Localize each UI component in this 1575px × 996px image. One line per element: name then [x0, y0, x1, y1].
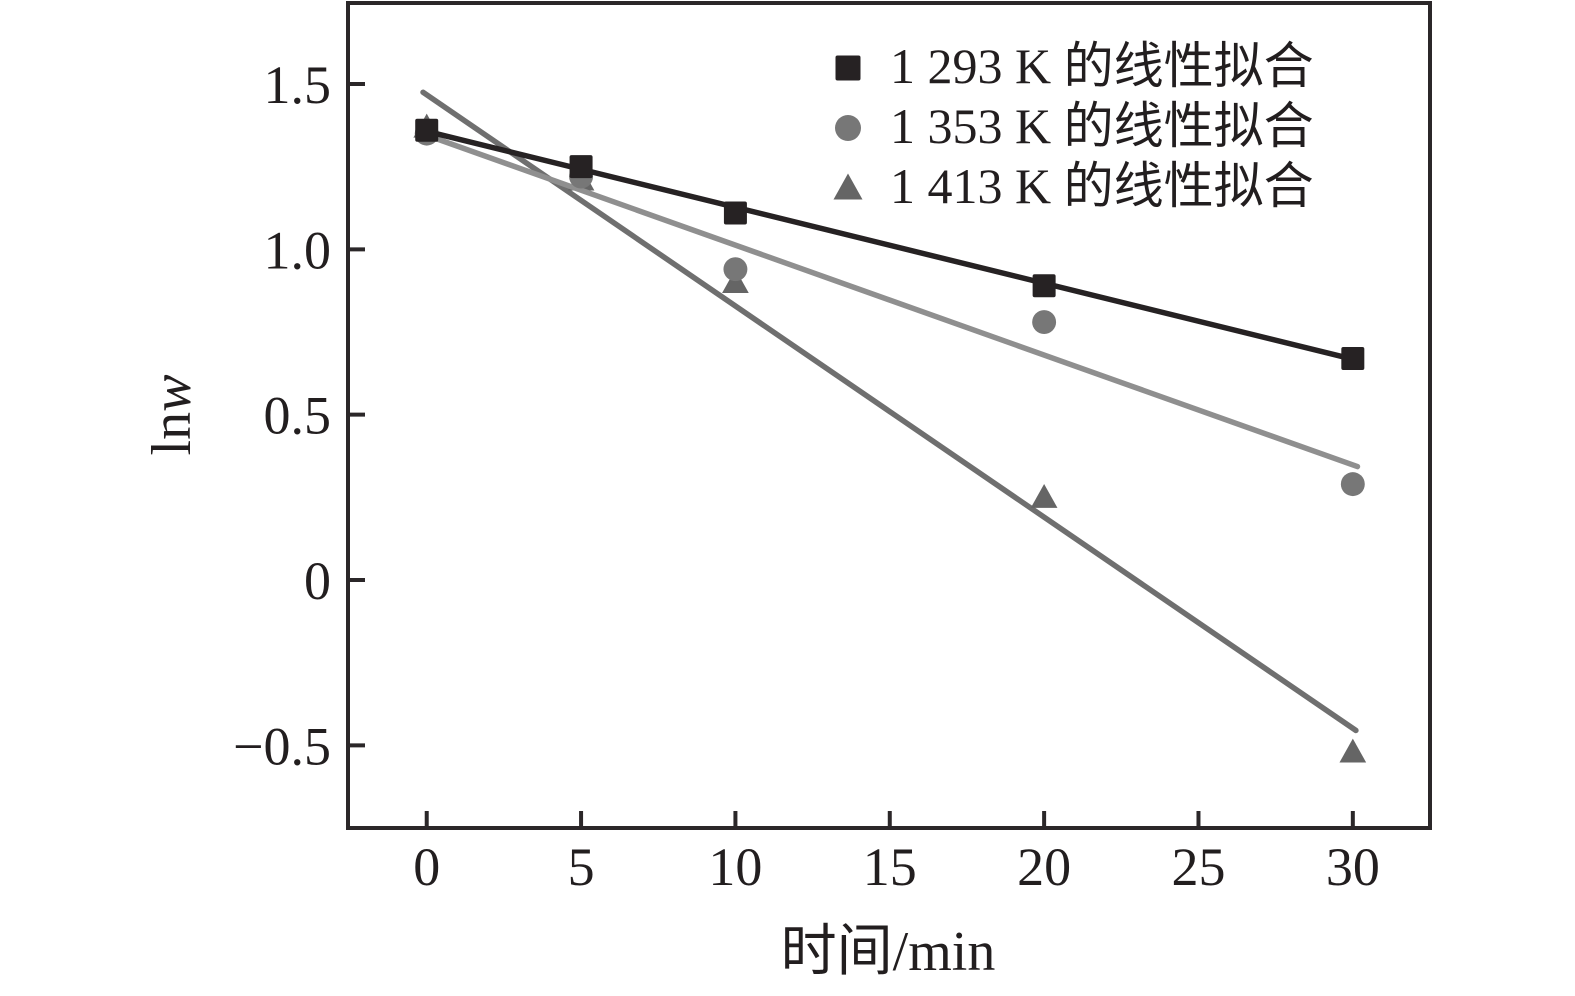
x-tick-label: 30 [1326, 837, 1380, 897]
square-marker-icon [835, 55, 861, 81]
y-tick-label: 0 [304, 551, 331, 611]
legend-item-1413k: 1 413 K 的线性拟合 [826, 156, 1314, 216]
square-marker-icon [415, 118, 439, 142]
y-axis-label-w: w [141, 374, 203, 412]
legend-item-1353k: 1 353 K 的线性拟合 [826, 96, 1314, 156]
legend: 1 293 K 的线性拟合 1 353 K 的线性拟合 1 413 K 的线性拟… [826, 36, 1314, 216]
circle-marker-icon [1340, 472, 1365, 497]
y-tick-label: 1.5 [264, 55, 332, 115]
y-axis-label-ln: ln [141, 411, 203, 456]
square-marker-icon [835, 55, 861, 81]
y-tick-label: 1.0 [264, 220, 332, 280]
square-marker-icon [1032, 274, 1056, 298]
legend-label-1293k: 1 293 K 的线性拟合 [890, 38, 1314, 94]
fit-line-1413k [420, 89, 1359, 734]
x-axis-label: 时间/min [780, 921, 996, 983]
circle-marker-icon [723, 257, 748, 282]
triangle-marker-icon [1339, 738, 1367, 763]
x-tick-label: 15 [863, 837, 917, 897]
y-axis-label: lnw [141, 265, 203, 565]
square-marker-icon [723, 201, 747, 225]
square-marker-icon [1341, 346, 1365, 370]
circle-marker-icon [1032, 310, 1057, 335]
x-tick-label: 20 [1017, 837, 1071, 897]
square-marker-icon [569, 155, 593, 179]
x-tick-label: 10 [708, 837, 762, 897]
x-tick-label: 0 [413, 837, 440, 897]
y-tick-label: −0.5 [233, 716, 331, 776]
legend-item-1293k: 1 293 K 的线性拟合 [826, 36, 1314, 96]
x-tick-label: 5 [568, 837, 595, 897]
fit-line-1353k [423, 132, 1361, 470]
triangle-marker-icon [833, 173, 863, 200]
circle-marker-icon [835, 115, 861, 141]
y-tick-label: 0.5 [264, 386, 332, 446]
legend-label-1413k: 1 413 K 的线性拟合 [890, 158, 1314, 214]
circle-marker-icon [835, 115, 861, 141]
triangle-marker-icon [833, 173, 863, 200]
legend-label-1353k: 1 353 K 的线性拟合 [890, 98, 1314, 154]
x-tick-label: 25 [1171, 837, 1225, 897]
triangle-marker-icon [1030, 483, 1058, 508]
